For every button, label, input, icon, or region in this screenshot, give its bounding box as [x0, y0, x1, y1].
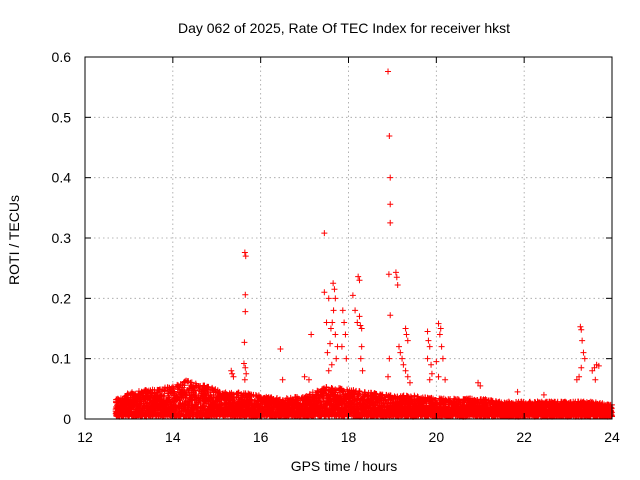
- data-point: [170, 385, 177, 392]
- data-points: [112, 68, 615, 420]
- grid-lines: [85, 57, 612, 419]
